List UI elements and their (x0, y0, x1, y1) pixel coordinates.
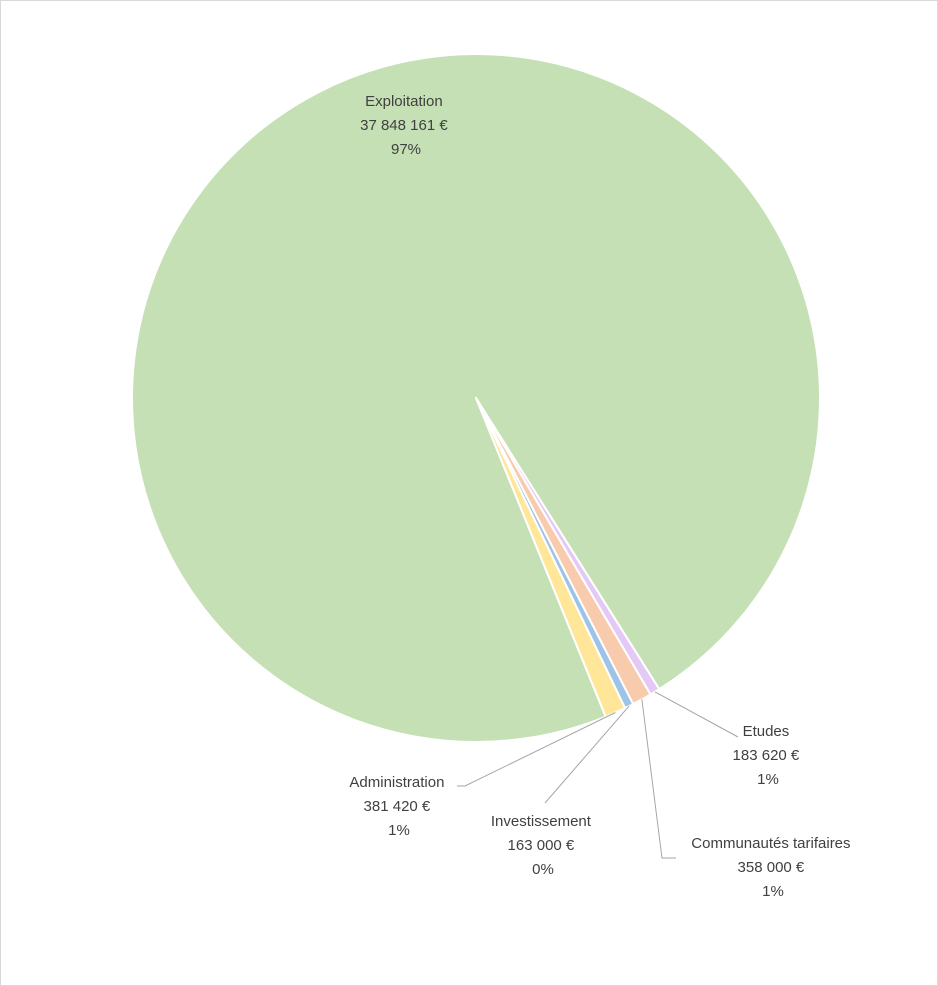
leader-line-administration (457, 712, 616, 787)
label-investissement-name: Investissement (491, 813, 592, 830)
label-investissement: Investissement 163 000 € 0% (491, 813, 595, 878)
label-communautes-value: 358 000 € (738, 859, 805, 876)
label-exploitation-value: 37 848 161 € (360, 117, 448, 134)
label-investissement-percent: 0% (532, 861, 554, 878)
label-etudes: Etudes 183 620 € 1% (733, 723, 804, 788)
label-etudes-percent: 1% (757, 771, 779, 788)
label-etudes-name: Etudes (743, 723, 790, 740)
label-communautes-tarifaires: Communautés tarifaires 358 000 € 1% (691, 835, 854, 900)
data-labels: Exploitation 37 848 161 € 97% Etudes 183… (349, 93, 854, 900)
label-administration: Administration 381 420 € 1% (349, 774, 448, 839)
leader-line-etudes (654, 691, 739, 738)
label-exploitation: Exploitation 37 848 161 € 97% (360, 93, 452, 158)
label-administration-value: 381 420 € (364, 798, 431, 815)
label-exploitation-name: Exploitation (365, 93, 443, 110)
leader-lines (457, 691, 739, 859)
label-communautes-percent: 1% (762, 883, 784, 900)
label-administration-name: Administration (349, 774, 444, 791)
leader-line-investissement (544, 705, 630, 804)
leader-line-communautes-tarifaires (641, 699, 676, 859)
label-administration-percent: 1% (388, 822, 410, 839)
label-exploitation-percent: 97% (391, 141, 421, 158)
pie-slice-administration (475, 397, 627, 718)
pie-slices (131, 53, 821, 743)
label-etudes-value: 183 620 € (733, 747, 800, 764)
label-investissement-value: 163 000 € (508, 837, 575, 854)
label-communautes-name: Communautés tarifaires (691, 835, 850, 852)
